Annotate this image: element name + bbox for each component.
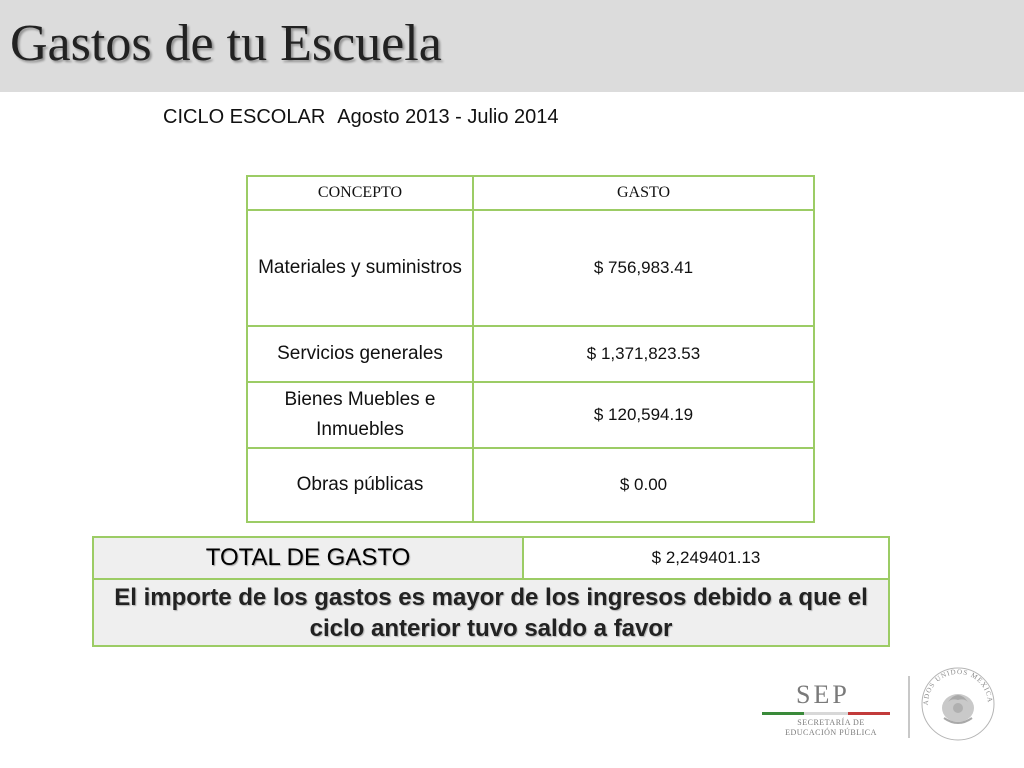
total-label: TOTAL DE GASTO [94, 538, 524, 578]
concept-cell: Materiales y suministros [246, 209, 474, 327]
flag-stripe [762, 712, 890, 715]
cycle-label: CICLO ESCOLAR [163, 106, 326, 128]
total-row: TOTAL DE GASTO $ 2,249401.13 [94, 538, 888, 580]
concept-cell: Servicios generales [246, 325, 474, 383]
table-header-row: CONCEPTO GASTO [246, 175, 815, 211]
sep-subtitle: SECRETARÍA DE EDUCACIÓN PÚBLICA [785, 718, 877, 737]
amount-cell: $ 0.00 [472, 447, 815, 523]
logo-divider [908, 676, 910, 738]
column-header-gasto: GASTO [472, 175, 815, 211]
school-cycle: CICLO ESCOLAR Agosto 2013 - Julio 2014 [163, 106, 559, 129]
concept-cell: Bienes Muebles e Inmuebles [246, 381, 474, 449]
amount-cell: $ 1,371,823.53 [472, 325, 815, 383]
table-row: Obras públicas $ 0.00 [246, 447, 815, 523]
table-row: Materiales y suministros $ 756,983.41 [246, 209, 815, 327]
column-header-concepto: CONCEPTO [246, 175, 474, 211]
national-seal-icon: ESTADOS UNIDOS MEXICANOS [918, 664, 995, 741]
sep-acronym: SEP [796, 680, 850, 709]
title-bar: Gastos de tu Escuela [0, 0, 1024, 92]
expenses-table: CONCEPTO GASTO Materiales y suministros … [246, 175, 815, 523]
page-title: Gastos de tu Escuela [10, 15, 442, 72]
table-row: Bienes Muebles e Inmuebles $ 120,594.19 [246, 381, 815, 449]
expense-note: El importe de los gastos es mayor de los… [114, 583, 868, 642]
amount-cell: $ 120,594.19 [472, 381, 815, 449]
sep-logo: SEP SECRETARÍA DE EDUCACIÓN PÚBLICA [756, 676, 896, 746]
amount-cell: $ 756,983.41 [472, 209, 815, 327]
cycle-period: Agosto 2013 - Julio 2014 [337, 106, 559, 128]
total-value: $ 2,249401.13 [524, 538, 888, 578]
total-box: TOTAL DE GASTO $ 2,249401.13 El importe … [92, 536, 890, 647]
concept-cell: Obras públicas [246, 447, 474, 523]
table-row: Servicios generales $ 1,371,823.53 [246, 325, 815, 383]
